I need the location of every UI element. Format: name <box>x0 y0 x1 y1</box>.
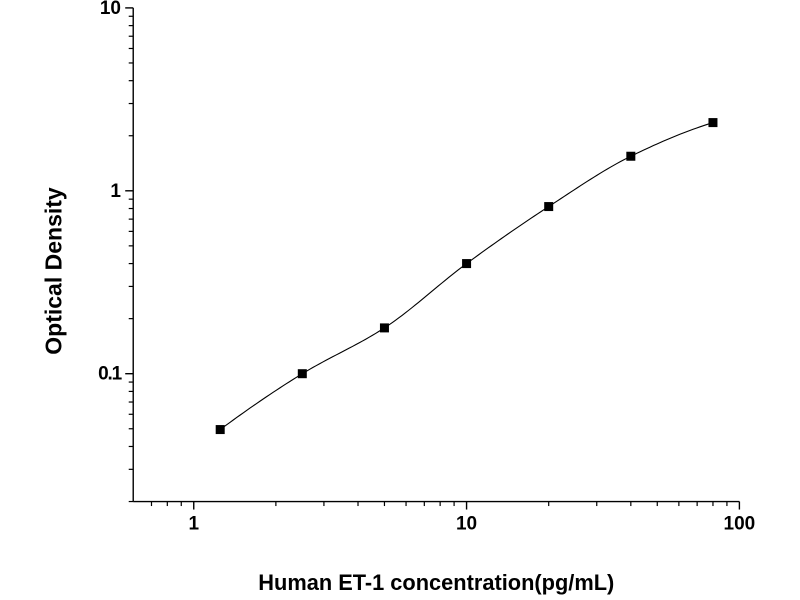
svg-text:10: 10 <box>456 514 477 535</box>
svg-text:1: 1 <box>110 181 121 202</box>
svg-text:10: 10 <box>100 0 121 19</box>
svg-text:100: 100 <box>724 514 756 535</box>
svg-text:0.1: 0.1 <box>98 364 122 385</box>
svg-text:Human ET-1 concentration(pg/mL: Human ET-1 concentration(pg/mL) <box>258 570 614 595</box>
svg-text:1: 1 <box>188 514 199 535</box>
svg-text:Optical Density: Optical Density <box>41 187 67 355</box>
